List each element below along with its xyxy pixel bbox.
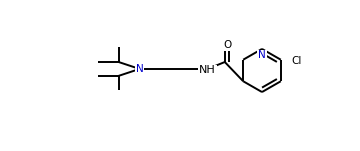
Text: O: O bbox=[223, 40, 231, 50]
Text: NH: NH bbox=[199, 66, 216, 76]
Text: N: N bbox=[258, 50, 266, 60]
Text: N: N bbox=[136, 64, 143, 74]
Text: Cl: Cl bbox=[292, 56, 302, 66]
